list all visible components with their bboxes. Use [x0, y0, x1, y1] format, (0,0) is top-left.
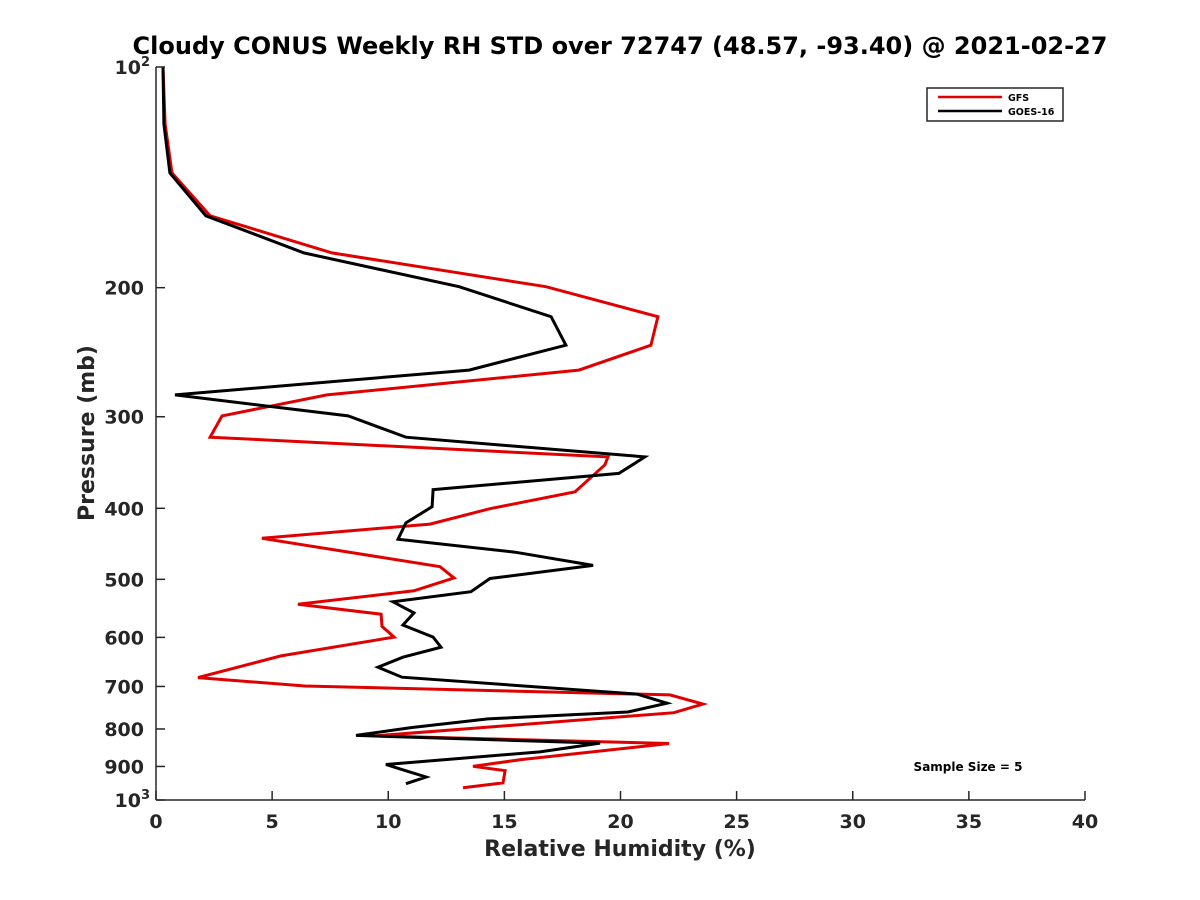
series-layer	[161, 66, 709, 790]
x-tick-label: 5	[266, 811, 279, 833]
legend-label-gfs: GFS	[1008, 93, 1029, 104]
x-tick-label: 40	[1072, 811, 1098, 833]
y-tick-label: 900	[104, 756, 144, 778]
x-tick-label: 0	[149, 811, 162, 833]
y-tick-label: 700	[104, 676, 144, 698]
y-tick-label: 500	[104, 569, 144, 591]
x-tick-label: 20	[607, 811, 633, 833]
x-ticks: 0 5 10 15 20 25 30 35 40	[149, 791, 1098, 833]
y-tick-label: 600	[104, 627, 144, 649]
y-axis-label: Pressure (mb)	[75, 345, 100, 521]
x-tick-label: 30	[840, 811, 866, 833]
y-tick-label: 102	[115, 55, 151, 79]
legend-label-goes16: GOES-16	[1008, 107, 1055, 118]
x-axis-label: Relative Humidity (%)	[484, 837, 756, 862]
y-tick-label: 200	[104, 278, 144, 300]
x-tick-label: 15	[491, 811, 517, 833]
chart-title: Cloudy CONUS Weekly RH STD over 72747 (4…	[133, 32, 1108, 60]
x-tick-label: 25	[723, 811, 749, 833]
sample-size-annotation: Sample Size = 5	[914, 760, 1023, 774]
y-tick-label: 300	[104, 407, 144, 429]
x-tick-label: 10	[375, 811, 401, 833]
axes	[155, 67, 1085, 801]
legend: GFS GOES-16	[926, 87, 1064, 122]
y-tick-label: 800	[104, 719, 144, 741]
x-tick-label: 35	[956, 811, 982, 833]
legend-box	[926, 87, 1064, 122]
y-tick-label: 400	[104, 498, 144, 520]
series-line-goes-16	[161, 66, 673, 786]
y-tick-label: 103	[115, 788, 151, 812]
series-line-gfs	[161, 66, 709, 790]
y-ticks: 102 200 300 400 500 600 700 800 900 103	[104, 55, 165, 812]
